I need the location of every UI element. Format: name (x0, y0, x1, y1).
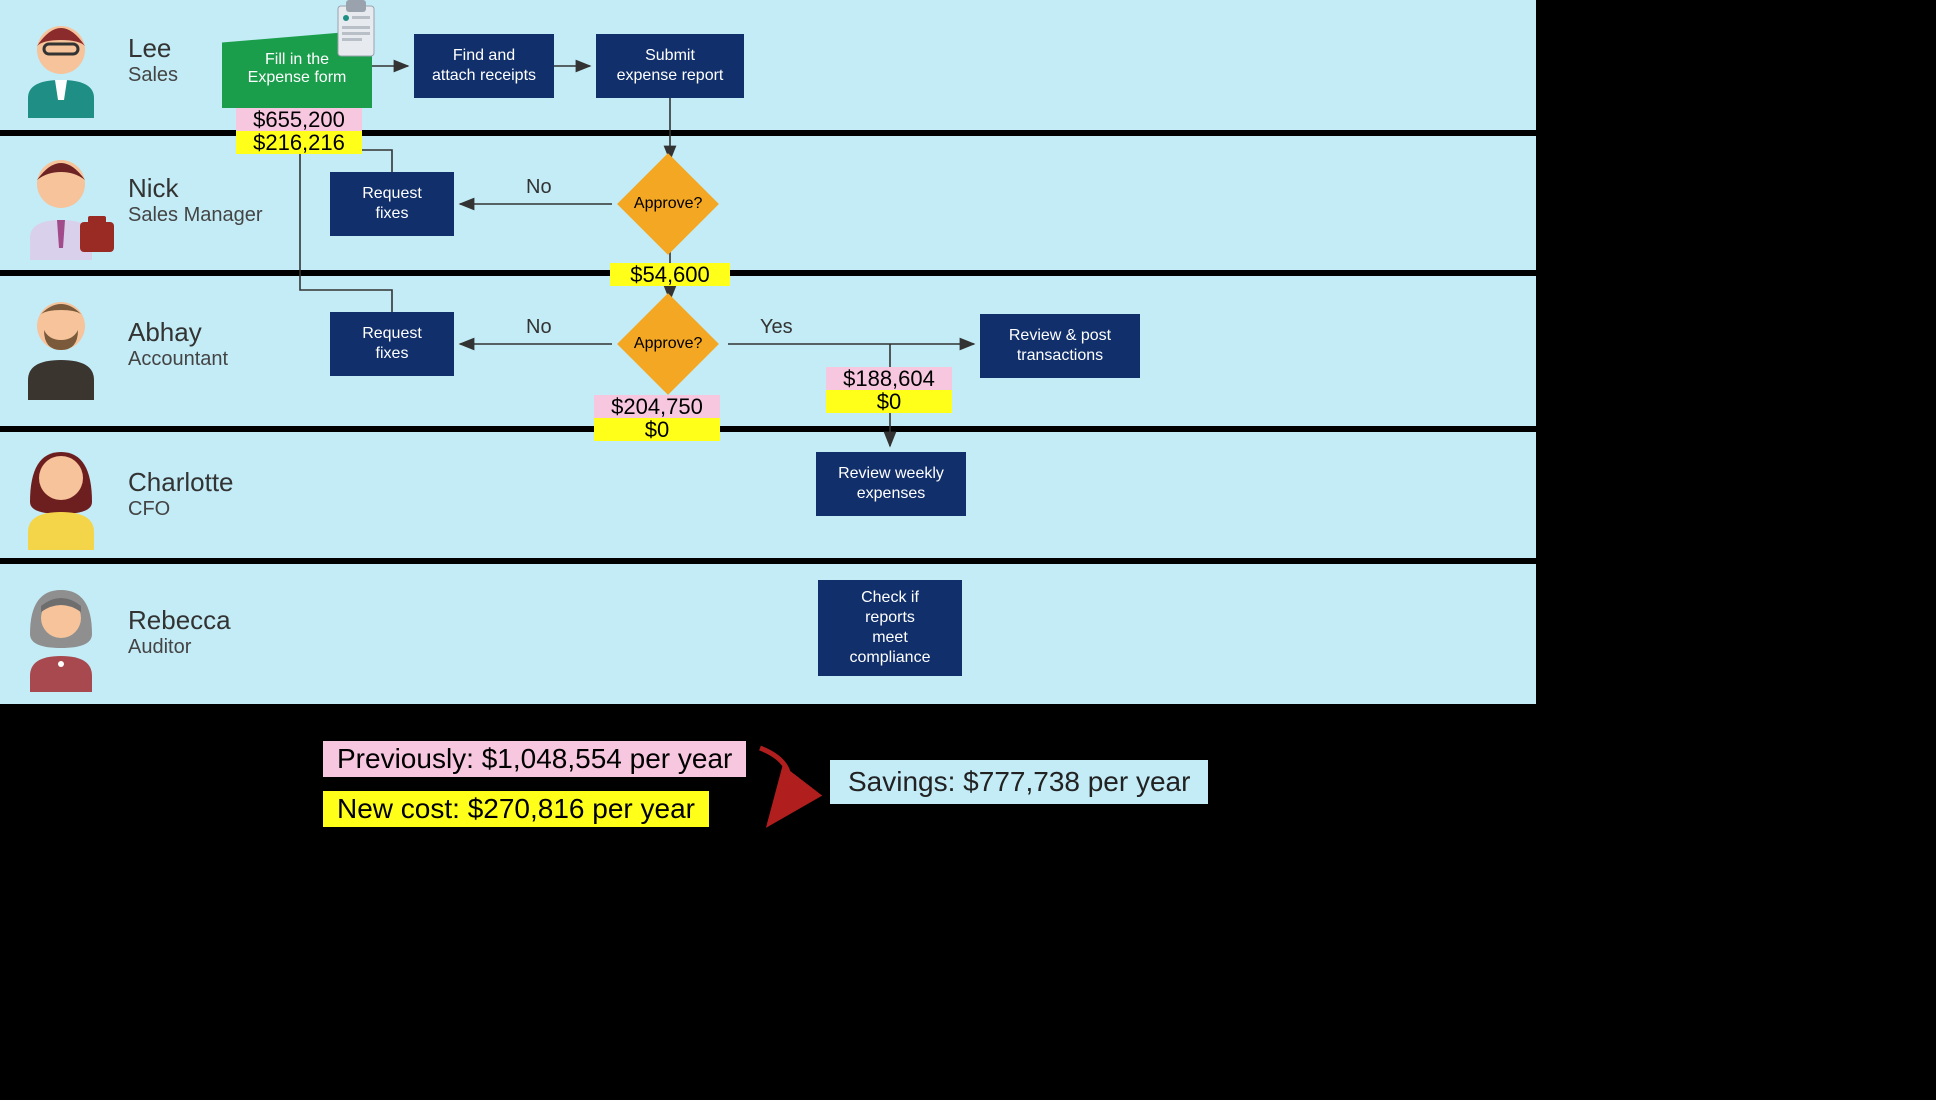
node-label: Find andattach receipts (432, 46, 536, 86)
node-request-fixes-1: Requestfixes (330, 172, 454, 236)
summary-new-cost: New cost: $270,816 per year (322, 790, 710, 828)
clipboard-icon (332, 0, 380, 60)
avatar-abhay (16, 290, 106, 400)
edge-label-no-2: No (526, 316, 552, 339)
summary-savings: Savings: $777,738 per year (830, 760, 1208, 804)
node-attach-receipts: Find andattach receipts (414, 34, 554, 98)
node-label: Approve? (634, 335, 703, 353)
node-label: Review & posttransactions (1009, 326, 1111, 366)
persona-role: Sales Manager (128, 204, 263, 227)
avatar-lee (16, 14, 106, 118)
persona-lee: Lee Sales (128, 34, 178, 87)
persona-charlotte: Charlotte CFO (128, 468, 234, 521)
persona-nick: Nick Sales Manager (128, 174, 263, 227)
persona-name: Nick (128, 174, 263, 204)
cost-approve2-new: $0 (594, 418, 720, 441)
persona-abhay: Abhay Accountant (128, 318, 228, 371)
node-label: Review weeklyexpenses (838, 464, 944, 504)
persona-role: CFO (128, 498, 234, 521)
persona-name: Rebecca (128, 606, 231, 636)
persona-name: Abhay (128, 318, 228, 348)
persona-role: Auditor (128, 636, 231, 659)
edge-label-yes-2: Yes (760, 316, 793, 339)
node-label: Submitexpense report (617, 46, 724, 86)
lane-abhay (0, 276, 1536, 426)
avatar-nick (16, 150, 116, 260)
node-request-fixes-2: Requestfixes (330, 312, 454, 376)
cost-approve2-prev: $204,750 (594, 395, 720, 418)
persona-rebecca: Rebecca Auditor (128, 606, 231, 659)
node-label: Check ifreportsmeetcompliance (850, 588, 931, 668)
cost-review-new: $0 (826, 390, 952, 413)
persona-role: Sales (128, 64, 178, 87)
node-label: Requestfixes (362, 324, 422, 364)
persona-role: Accountant (128, 348, 228, 371)
cost-start-new: $216,216 (236, 131, 362, 154)
avatar-charlotte (16, 440, 106, 550)
cost-start-prev: $655,200 (236, 108, 362, 131)
avatar-rebecca (16, 576, 106, 692)
cost-review-prev: $188,604 (826, 367, 952, 390)
persona-name: Lee (128, 34, 178, 64)
persona-name: Charlotte (128, 468, 234, 498)
edge-label-no-1: No (526, 176, 552, 199)
cost-approve1-new: $54,600 (610, 263, 730, 286)
node-label: Requestfixes (362, 184, 422, 224)
node-check-compliance: Check ifreportsmeetcompliance (818, 580, 962, 676)
node-review-post: Review & posttransactions (980, 314, 1140, 378)
summary-previous: Previously: $1,048,554 per year (322, 740, 747, 778)
node-label: Approve? (634, 195, 703, 213)
flowchart-stage: Lee Sales Nick Sales Manager Abhay Accou… (0, 0, 1536, 872)
node-review-weekly: Review weeklyexpenses (816, 452, 966, 516)
node-submit-report: Submitexpense report (596, 34, 744, 98)
